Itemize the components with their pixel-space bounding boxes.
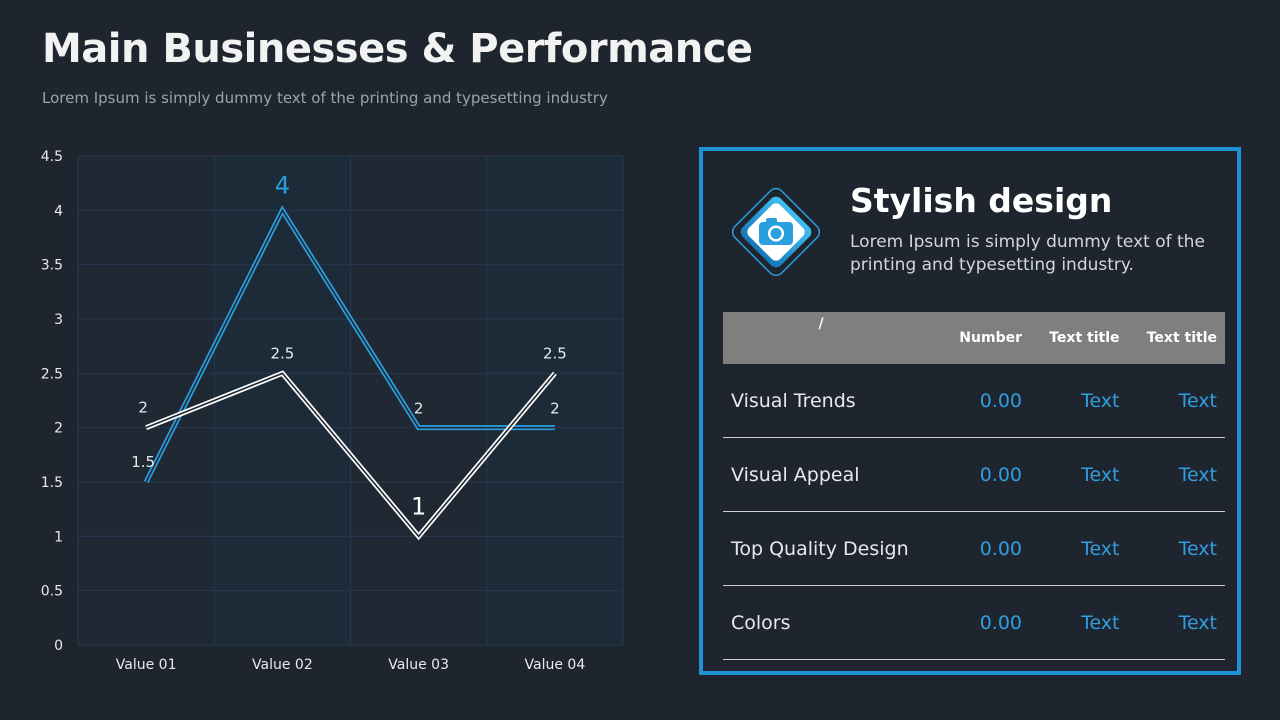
card-title: Stylish design	[850, 181, 1113, 220]
table-row: Visual Trends 0.00 Text Text	[723, 364, 1225, 438]
plot-band	[214, 156, 351, 645]
table-header: Number	[919, 312, 1030, 364]
y-tick-label: 0.5	[41, 584, 63, 600]
row-text: Text	[1127, 364, 1225, 438]
y-tick-label: 4	[54, 203, 63, 219]
row-text: Text	[1030, 437, 1128, 512]
data-label: 1	[411, 492, 426, 520]
y-tick-label: 1.5	[41, 475, 63, 491]
table-row: Top Quality Design 0.00 Text Text	[723, 511, 1225, 586]
data-table: / Number Text title Text title Visual Tr…	[723, 312, 1225, 660]
data-label: 4	[275, 171, 290, 199]
plot-band	[350, 156, 487, 645]
plot-band	[78, 156, 215, 645]
data-label: 2	[138, 399, 148, 417]
page-subtitle: Lorem Ipsum is simply dummy text of the …	[42, 89, 608, 107]
table-row: Colors 0.00 Text Text	[723, 585, 1225, 660]
row-text: Text	[1127, 511, 1225, 586]
y-tick-label: 1	[54, 529, 63, 545]
line-chart: 0 0.5 1 1.5 2 2.5 3 3.5 4 4.5 Value 01 Value 02 Valu…	[41, 149, 624, 673]
row-text: Text	[1127, 437, 1225, 512]
y-tick-label: 0	[54, 638, 63, 654]
y-tick-label: 2.5	[41, 366, 63, 382]
row-label: Visual Trends	[723, 364, 919, 438]
data-label: 2	[414, 400, 424, 418]
row-label: Top Quality Design	[723, 511, 919, 586]
row-number: 0.00	[919, 364, 1030, 438]
x-tick-label: Value 01	[116, 657, 177, 673]
table-row: Visual Appeal 0.00 Text Text	[723, 437, 1225, 512]
y-tick-label: 3	[54, 312, 63, 328]
row-label: Visual Appeal	[723, 437, 919, 512]
series-line-inner	[145, 372, 556, 538]
row-label: Colors	[723, 585, 919, 660]
table-header: Text title	[1030, 312, 1128, 364]
page-title: Main Businesses & Performance	[42, 26, 753, 72]
plot-band	[486, 156, 623, 645]
data-label: 2	[550, 400, 560, 418]
row-text: Text	[1127, 585, 1225, 660]
row-number: 0.00	[919, 511, 1030, 586]
table-header: /	[723, 312, 919, 364]
camera-icon	[759, 218, 793, 245]
table-header: Text title	[1127, 312, 1225, 364]
data-label: 1.5	[131, 453, 155, 471]
x-tick-label: Value 04	[525, 657, 586, 673]
row-number: 0.00	[919, 437, 1030, 512]
row-text: Text	[1030, 364, 1128, 438]
x-tick-label: Value 02	[252, 657, 313, 673]
row-number: 0.00	[919, 585, 1030, 660]
feature-card: Stylish design Lorem Ipsum is simply dum…	[699, 147, 1241, 675]
y-tick-label: 2	[54, 421, 63, 437]
row-text: Text	[1030, 585, 1128, 660]
y-tick-label: 4.5	[41, 149, 63, 165]
camera-badge	[721, 177, 831, 287]
x-tick-label: Value 03	[388, 657, 449, 673]
y-tick-label: 3.5	[41, 258, 63, 274]
series-line-inner	[145, 208, 555, 483]
card-description: Lorem Ipsum is simply dummy text of the …	[850, 232, 1205, 275]
row-text: Text	[1030, 511, 1128, 586]
data-label: 2.5	[543, 344, 567, 362]
data-label: 2.5	[270, 344, 294, 362]
table-header-row: / Number Text title Text title	[723, 312, 1225, 364]
